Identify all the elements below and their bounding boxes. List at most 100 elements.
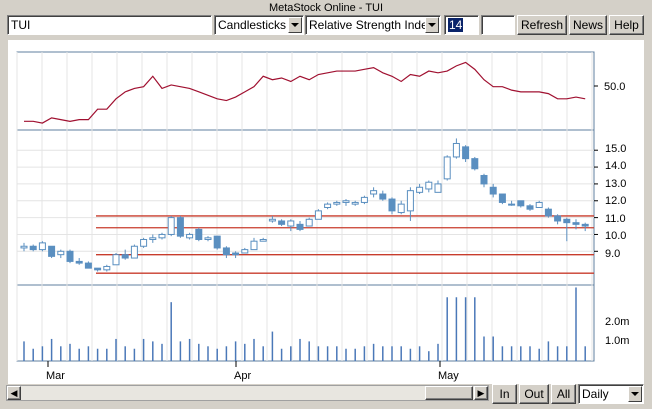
- candle-body: [314, 210, 322, 220]
- candle-body: [48, 245, 56, 257]
- period-value: 14: [448, 18, 464, 32]
- price-tick: 13.0: [605, 178, 626, 190]
- candle-body: [66, 250, 74, 262]
- candle-body: [535, 201, 543, 208]
- candle-body: [121, 254, 129, 259]
- candle-body: [278, 220, 286, 225]
- indicator-select[interactable]: Relative Strength Index: [305, 15, 441, 35]
- candle-body: [342, 200, 350, 203]
- candle-body: [508, 203, 516, 206]
- chart-style-value: Candlesticks: [218, 18, 287, 32]
- scroll-right-arrow-icon[interactable]: ▶: [474, 386, 488, 400]
- candles: [20, 138, 589, 272]
- month-label: May: [438, 370, 459, 382]
- help-button[interactable]: Help: [609, 15, 644, 35]
- candle-body: [112, 254, 120, 266]
- volume-bars: [23, 287, 586, 361]
- candle-body: [554, 215, 562, 222]
- chevron-down-icon[interactable]: [288, 17, 302, 33]
- price-tick: 9.0: [605, 248, 620, 260]
- candle-body: [434, 183, 442, 193]
- candle-body: [452, 142, 460, 158]
- interval-select[interactable]: Daily: [578, 384, 644, 404]
- horizontal-scrollbar[interactable]: ◀ ▶: [6, 385, 489, 401]
- chart-style-select[interactable]: Candlesticks: [214, 15, 304, 35]
- interval-value: Daily: [582, 387, 609, 401]
- candle-body: [517, 200, 525, 207]
- show-all-button[interactable]: All: [551, 384, 576, 404]
- candle-body: [167, 217, 175, 235]
- candle-body: [84, 262, 92, 269]
- price-tick: 11.0: [605, 213, 626, 225]
- candle-body: [94, 267, 102, 271]
- price-axis: 15.0 14.0 13.0 12.0 11.0 10.0 9.0: [605, 143, 626, 260]
- candle-body: [158, 233, 166, 239]
- candle-body: [268, 218, 276, 222]
- candle-body: [186, 233, 194, 239]
- extra-input[interactable]: [481, 15, 515, 35]
- candle-body: [471, 158, 479, 170]
- candle-body: [103, 265, 111, 271]
- candle-body: [232, 252, 240, 256]
- price-tick: 10.0: [605, 230, 626, 242]
- rsi-line: [24, 61, 586, 124]
- candle-body: [250, 240, 258, 251]
- candle-body: [425, 181, 433, 190]
- candle-body: [443, 156, 451, 180]
- month-label: Apr: [234, 370, 251, 382]
- volume-axis: 2.0m 1.0m: [605, 316, 629, 347]
- candle-body: [287, 220, 295, 227]
- candle-body: [204, 237, 212, 241]
- chevron-down-icon[interactable]: [628, 386, 642, 402]
- refresh-button[interactable]: Refresh: [517, 15, 567, 35]
- candle-body: [416, 186, 424, 193]
- chevron-down-icon[interactable]: [425, 17, 439, 33]
- candle-body: [572, 222, 580, 225]
- candle-body: [480, 174, 488, 185]
- candle-body: [20, 245, 28, 249]
- candle-body: [259, 239, 267, 242]
- scroll-left-arrow-icon[interactable]: ◀: [7, 386, 21, 400]
- candle-body: [195, 228, 203, 241]
- candle-body: [581, 223, 589, 227]
- candle-body: [176, 217, 184, 237]
- candle-body: [462, 146, 470, 160]
- candle-body: [544, 208, 552, 217]
- grid-lines: [16, 52, 598, 367]
- candle-body: [29, 245, 37, 251]
- price-tick: 15.0: [605, 143, 626, 155]
- candle-body: [333, 201, 341, 205]
- candle-body: [213, 235, 221, 249]
- period-input[interactable]: 14: [444, 15, 479, 35]
- indicator-value: Relative Strength Index: [309, 18, 434, 32]
- candle-body: [489, 186, 497, 195]
- candle-body: [149, 237, 157, 241]
- zoom-out-button[interactable]: Out: [519, 384, 549, 404]
- candle-body: [241, 249, 249, 254]
- window-title: MetaStock Online - TUI: [268, 2, 384, 14]
- candle-body: [324, 203, 332, 208]
- chart-svg: 50.0 15.0 14.0 13.0 12.0 11.0 10.0 9.0 2…: [16, 51, 629, 382]
- candle-body: [305, 218, 313, 227]
- volume-tick: 2.0m: [605, 316, 629, 328]
- candle-body: [388, 198, 396, 212]
- date-axis: Mar Apr May: [46, 370, 459, 382]
- zoom-in-button[interactable]: In: [492, 384, 517, 404]
- rsi-panel: [16, 51, 595, 131]
- candle-body: [379, 193, 387, 200]
- candle-body: [360, 196, 368, 203]
- symbol-input[interactable]: TUI: [7, 15, 212, 35]
- chart-area[interactable]: 50.0 15.0 14.0 13.0 12.0 11.0 10.0 9.0 2…: [8, 40, 644, 384]
- price-tick: 14.0: [605, 160, 626, 172]
- candle-body: [406, 190, 414, 212]
- candle-body: [370, 190, 378, 195]
- news-button[interactable]: News: [569, 15, 607, 35]
- volume-panel: [16, 284, 595, 362]
- month-label: Mar: [46, 370, 65, 382]
- candle-body: [563, 218, 571, 224]
- candle-body: [140, 239, 148, 247]
- scroll-thumb[interactable]: [425, 386, 473, 400]
- candle-body: [75, 260, 83, 264]
- price-tick: 12.0: [605, 195, 626, 207]
- candle-body: [498, 193, 506, 203]
